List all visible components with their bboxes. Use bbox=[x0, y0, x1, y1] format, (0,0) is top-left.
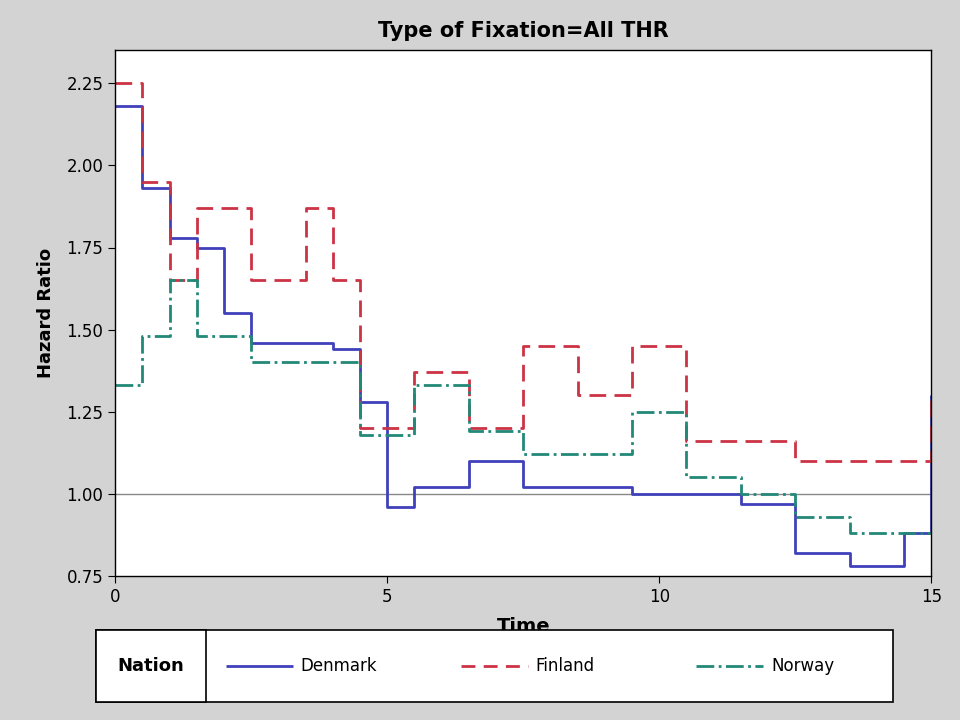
Title: Type of Fixation=All THR: Type of Fixation=All THR bbox=[378, 20, 668, 40]
Text: Nation: Nation bbox=[117, 657, 184, 675]
X-axis label: Time: Time bbox=[496, 617, 550, 636]
Y-axis label: Hazard Ratio: Hazard Ratio bbox=[37, 248, 56, 378]
Text: Denmark: Denmark bbox=[300, 657, 377, 675]
Text: Norway: Norway bbox=[771, 657, 834, 675]
Text: Finland: Finland bbox=[536, 657, 595, 675]
